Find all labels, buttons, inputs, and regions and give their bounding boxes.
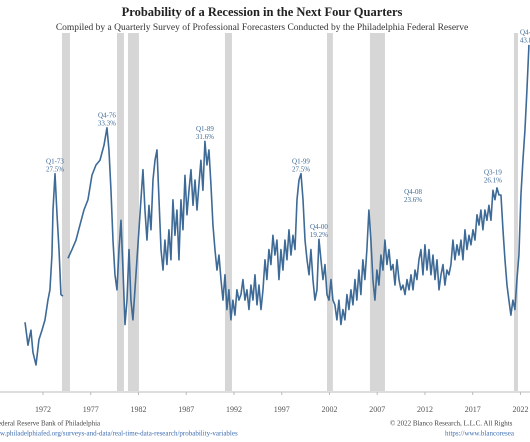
annotation-value: 26.1% (484, 176, 502, 184)
plot-area: 1972 1977 1982 1987 1992 1997 2002 2007 2012 2017… (0, 28, 530, 414)
annotation-label: Q1-99 (292, 157, 310, 165)
x-tick-label: 2002 (321, 405, 337, 414)
data-line (24, 172, 64, 366)
annotation-label: Q4-22 (520, 28, 530, 36)
annotation-value: 19.2% (310, 231, 328, 239)
x-tick-label: 1992 (226, 405, 242, 414)
x-tick-label: 1972 (35, 405, 51, 414)
annotation: Q4-2243.8% (520, 28, 530, 44)
annotation-value: 27.5% (292, 165, 310, 173)
x-tick-label: 2017 (465, 405, 481, 414)
annotation-value: 33.3% (98, 119, 116, 127)
recession-band (116, 33, 124, 391)
annotation-value: 23.6% (404, 196, 422, 204)
x-tick-label: 1997 (274, 405, 290, 414)
annotation-label: Q4-00 (310, 223, 328, 231)
x-tick-label: 2012 (417, 405, 433, 414)
x-tick-label: 2022 (512, 405, 528, 414)
data-line (67, 44, 530, 326)
annotation-label: Q1-73 (46, 157, 64, 165)
recession-band (513, 33, 518, 391)
annotation-label: Q3-19 (484, 168, 502, 176)
source-url: w.philadelphiafed.org/surveys-and-data/r… (0, 430, 238, 438)
annotation-value: 43.8% (520, 36, 530, 44)
annotation-value: 31.6% (196, 133, 214, 141)
x-tick-label: 1982 (130, 405, 146, 414)
annotation-value: 27.5% (46, 165, 64, 173)
chart-title: Probability of a Recession in the Next F… (122, 5, 403, 19)
annotation-label: Q1-89 (196, 125, 214, 133)
x-tick-label: 2007 (369, 405, 385, 414)
recession-band (369, 33, 385, 391)
recession-band (224, 33, 232, 391)
recession-band (61, 33, 70, 391)
website: https://www.blancoresea (445, 430, 515, 438)
annotation-label: Q4-08 (404, 188, 422, 196)
recession-band (326, 33, 333, 391)
chart-subtitle: Compiled by a Quarterly Survey of Profes… (56, 22, 468, 33)
copyright: © 2022 Blanco Research, L.L.C. All Right… (390, 420, 513, 428)
x-tick-label: 1987 (178, 405, 194, 414)
x-tick-label: 1977 (83, 405, 99, 414)
source: Federal Reserve Bank of Philadelphia (0, 420, 101, 428)
annotation-label: Q4-76 (98, 111, 116, 119)
recession-band (127, 33, 139, 391)
